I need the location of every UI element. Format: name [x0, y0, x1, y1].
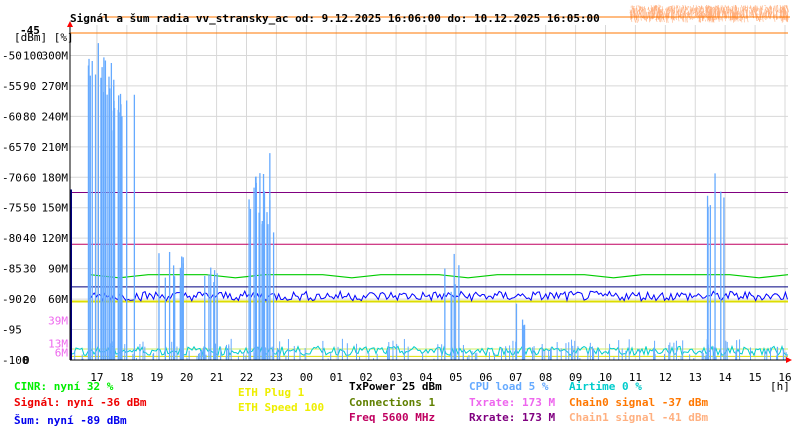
y-tick-percent: 90	[23, 80, 36, 93]
x-tick-label: 06	[479, 371, 492, 384]
x-tick-label: 20	[180, 371, 193, 384]
x-tick-label: 00	[300, 371, 313, 384]
y-tick-rate: 240M	[42, 110, 69, 123]
x-tick-label: 11	[629, 371, 642, 384]
x-tick-label: 07	[509, 371, 522, 384]
y-tick-percent: 40	[23, 232, 36, 245]
x-unit-label: [h]	[770, 380, 790, 393]
y-tick-rate: 39M	[48, 314, 68, 327]
x-tick-label: 13	[689, 371, 702, 384]
y-unit-header: [dBm] [%]	[14, 31, 74, 44]
legend-connections: Connections 1	[349, 396, 436, 409]
x-tick-label: 19	[150, 371, 163, 384]
y-tick-percent: 70	[23, 141, 36, 154]
y-tick-rate: 6M	[55, 347, 69, 360]
x-tick-label: 04	[419, 371, 433, 384]
legend-freq: Freq 5600 MHz	[349, 411, 436, 424]
x-axis-arrow	[786, 357, 792, 363]
y-tick-percent: 60	[23, 171, 36, 184]
y-tick-rate: 270M	[42, 80, 69, 93]
x-tick-label: 23	[270, 371, 283, 384]
x-tick-label: 14	[719, 371, 733, 384]
y-tick-percent: 20	[23, 293, 36, 306]
x-tick-label: 16	[778, 371, 791, 384]
x-tick-label: 01	[330, 371, 343, 384]
x-tick-label: 12	[659, 371, 672, 384]
y-tick-percent: 50	[23, 202, 36, 215]
legend-chain0: Chain0 signal -37 dBm	[569, 396, 709, 409]
chain-signal-noise-top	[100, 4, 790, 24]
y-tick-percent: 80	[23, 110, 36, 123]
legend-eth-plug: ETH Plug 1	[238, 386, 305, 399]
y-tick-rate: 300M	[42, 49, 69, 62]
chart-title: Signál a šum radia vv_stransky_ac od: 9.…	[70, 12, 600, 25]
x-tick-label: 17	[90, 371, 103, 384]
legend-airtime: Airtime 0 %	[569, 380, 642, 393]
y-tick-rate: 60M	[48, 293, 68, 306]
x-tick-label: 18	[120, 371, 133, 384]
y-tick-rate: 210M	[42, 141, 69, 154]
axis-labels: -50-55-60-65-70-75-80-85-90-95-100100908…	[2, 49, 792, 384]
y-tick-rate: 13M	[48, 338, 68, 351]
legend-eth-speed: ETH Speed 100	[238, 401, 325, 414]
y-tick-dbm: -70	[2, 171, 22, 184]
signal-series-line	[89, 274, 789, 279]
x-tick-label: 15	[748, 371, 761, 384]
y-tick-dbm: -100	[2, 354, 29, 367]
chain1-noise-trace	[629, 4, 789, 24]
noise-series-line	[89, 289, 788, 303]
chart-axes	[67, 21, 792, 363]
y-tick-dbm: -75	[2, 202, 22, 215]
y-tick-dbm: -65	[2, 141, 22, 154]
y-tick-percent: 0	[23, 354, 30, 367]
x-tick-label: 21	[210, 371, 223, 384]
y-tick-rate: 90M	[48, 263, 68, 276]
legend-txrate: Txrate: 173 M	[469, 396, 556, 409]
x-tick-label: 03	[389, 371, 402, 384]
y-tick-rate: 150M	[42, 202, 69, 215]
y-tick-dbm: -95	[2, 324, 22, 337]
legend-rxrate: Rxrate: 173 M	[469, 411, 556, 424]
x-tick-label: 08	[539, 371, 552, 384]
legend-noise: Šum: nyní -89 dBm	[14, 414, 127, 427]
legend-txpower: TxPower 25 dBm	[349, 380, 442, 393]
y-tick-percent: 30	[23, 263, 36, 276]
legend-cpu: CPU load 5 %	[469, 380, 549, 393]
y-axis-arrow	[67, 21, 73, 27]
y-tick-dbm: -85	[2, 263, 22, 276]
x-tick-label: 02	[360, 371, 373, 384]
x-tick-label: 09	[569, 371, 582, 384]
legend-cinr: CINR: nyní 32 %	[14, 380, 114, 393]
y-tick-dbm: -90	[2, 293, 22, 306]
y-tick-dbm: -50	[2, 49, 22, 62]
legend-signal: Signál: nyní -36 dBm	[14, 396, 147, 409]
y-tick-rate: 180M	[42, 171, 69, 184]
y-tick-dbm: -80	[2, 232, 22, 245]
y-corner-label: -45	[20, 24, 40, 37]
reference-lines	[70, 32, 788, 357]
x-tick-label: 10	[599, 371, 612, 384]
x-tick-label: 05	[449, 371, 462, 384]
y-tick-dbm: -55	[2, 80, 22, 93]
chart-series	[69, 43, 789, 360]
y-tick-dbm: -60	[2, 110, 22, 123]
y-tick-percent: 100	[23, 49, 43, 62]
x-tick-label: 22	[240, 371, 253, 384]
y-tick-rate: 120M	[42, 232, 69, 245]
legend-chain1: Chain1 signal -41 dBm	[569, 411, 709, 424]
